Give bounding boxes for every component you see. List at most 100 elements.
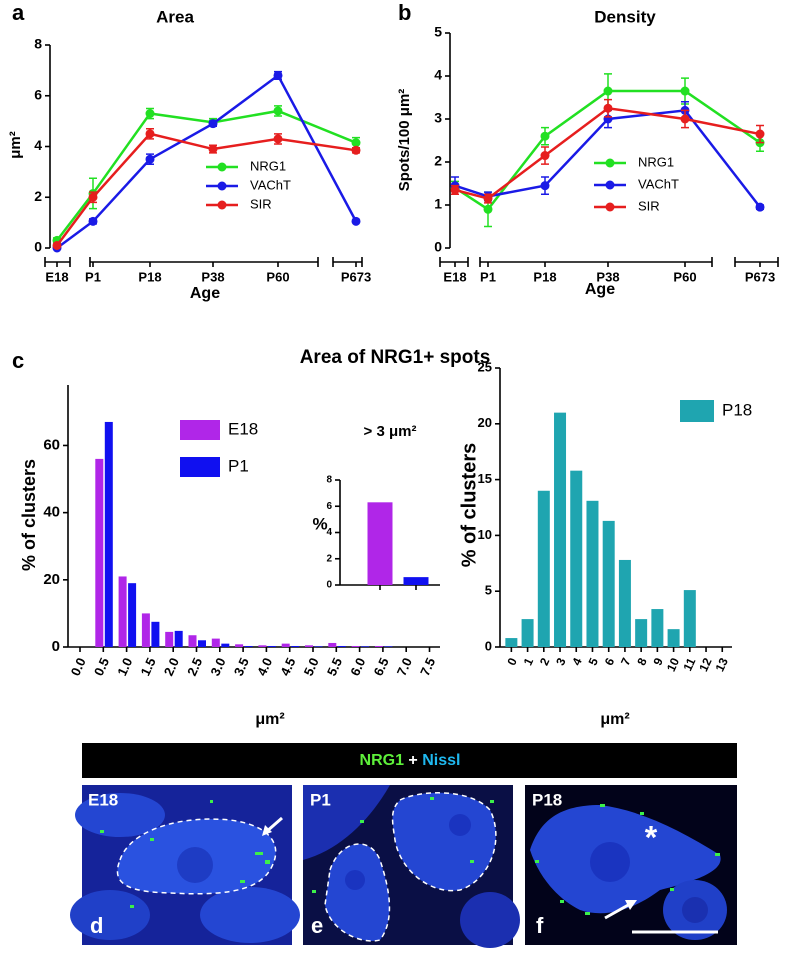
chart-title: > 3 μm² — [364, 423, 417, 440]
x-tick-label: P1 — [480, 269, 496, 284]
legend-swatch — [680, 400, 714, 422]
series-line — [55, 132, 357, 247]
y-axis-label: % of clusters — [19, 459, 39, 571]
legend-label: SIR — [250, 196, 272, 211]
stage-label: E18 — [88, 790, 118, 809]
section-title: Area of NRG1+ spots — [300, 347, 491, 368]
x-tick-label: P673 — [341, 269, 371, 284]
data-point — [540, 181, 550, 191]
x-tick-label: P18 — [533, 269, 556, 284]
y-axis-label: % — [312, 514, 327, 533]
puncta — [312, 797, 494, 893]
y-tick-label: 20 — [478, 415, 492, 430]
x-tick-label: 5.0 — [301, 655, 322, 678]
micrograph: P1 e — [303, 785, 520, 948]
bar — [211, 638, 220, 647]
data-point — [680, 114, 690, 124]
x-tick-label: P60 — [266, 269, 289, 284]
panel-label: b — [398, 0, 411, 25]
bar — [521, 619, 534, 647]
x-tick-label: P673 — [745, 269, 775, 284]
bar — [281, 643, 290, 647]
bar — [118, 576, 127, 647]
bar — [667, 629, 680, 647]
bar — [586, 500, 599, 647]
x-tick-label: P38 — [596, 269, 619, 284]
y-tick-label: 4 — [326, 527, 332, 538]
x-axis-label: μm² — [255, 711, 284, 728]
header-text: NRG1 + Nissl — [360, 752, 461, 769]
y-tick-label: 0 — [34, 239, 42, 255]
bar — [328, 642, 337, 647]
nucleus — [590, 842, 630, 882]
x-tick-label: E18 — [443, 269, 466, 284]
data-point — [755, 202, 765, 212]
x-tick-label: 0.0 — [68, 655, 89, 678]
y-tick-label: 8 — [34, 36, 42, 52]
data-point — [208, 119, 218, 129]
data-point — [145, 154, 155, 164]
bar — [384, 646, 393, 647]
x-tick-label: 5.5 — [324, 655, 345, 678]
x-tick-label: 1.5 — [137, 655, 158, 678]
marker: * — [645, 819, 658, 855]
y-axis-label: Spots/100 μm² — [396, 89, 413, 192]
bar — [165, 631, 174, 647]
chart-title: Area — [156, 7, 194, 26]
x-tick-label: 12 — [696, 655, 714, 673]
data-point — [208, 144, 218, 154]
bar — [651, 609, 664, 647]
y-tick-label: 6 — [34, 86, 42, 102]
x-tick-label: 6 — [602, 655, 618, 667]
y-tick-label: 60 — [43, 436, 60, 453]
legend-swatch — [180, 420, 220, 440]
cell-outline — [391, 792, 497, 892]
x-tick-label: P60 — [673, 269, 696, 284]
x-tick-label: 6.5 — [370, 655, 391, 678]
data-point — [273, 70, 283, 80]
y-tick-label: 4 — [434, 67, 442, 83]
nucleus — [682, 897, 708, 923]
micrograph-section: NRG1 + Nissl E18 d — [70, 743, 737, 948]
bar — [683, 590, 696, 647]
cell — [75, 793, 165, 837]
data-point — [755, 129, 765, 139]
nucleus — [449, 814, 471, 836]
data-point — [603, 103, 613, 113]
legend-label: NRG1 — [250, 158, 286, 173]
stain-label: Nissl — [422, 752, 460, 769]
y-tick-label: 40 — [43, 504, 60, 521]
puncta — [100, 800, 270, 908]
y-tick-label: 0 — [434, 239, 442, 255]
legend-swatch — [217, 181, 227, 191]
legend-label: E18 — [228, 419, 258, 438]
x-tick-label: 4.0 — [254, 655, 275, 678]
series-line — [56, 109, 357, 242]
series-line — [56, 73, 358, 250]
arrow — [604, 902, 631, 920]
x-tick-label: 0.5 — [91, 655, 112, 678]
x-tick-label: P1 — [85, 269, 101, 284]
x-tick-label: 6.0 — [347, 655, 368, 678]
data-point — [273, 106, 283, 116]
cell-outline — [324, 843, 391, 942]
legend-swatch — [605, 202, 615, 212]
x-tick-label: 3.5 — [231, 655, 252, 678]
bar — [367, 502, 393, 585]
y-tick-label: 20 — [43, 571, 60, 588]
x-tick-label: P38 — [201, 269, 224, 284]
data-point — [88, 192, 98, 202]
nucleus — [345, 870, 365, 890]
cell — [303, 785, 390, 860]
data-point — [273, 134, 283, 144]
bar — [351, 645, 360, 647]
bar — [361, 646, 370, 647]
bar — [554, 412, 567, 647]
bar — [291, 645, 300, 647]
cell — [70, 890, 150, 940]
bar — [151, 621, 160, 647]
legend-label: P18 — [722, 400, 752, 419]
x-tick-label: 5 — [586, 655, 602, 667]
stage-label: P1 — [310, 790, 331, 809]
